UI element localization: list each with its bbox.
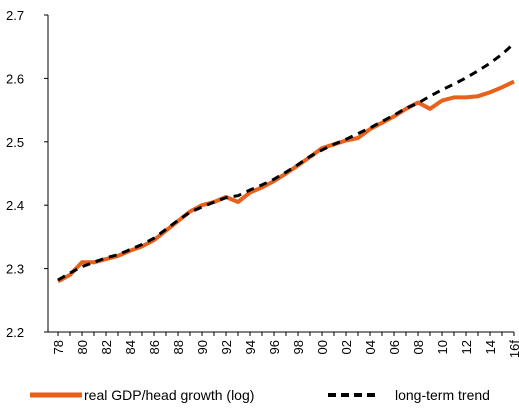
x-tick-label: 00 xyxy=(315,340,330,354)
x-tick-label: 96 xyxy=(267,340,282,354)
series-lines xyxy=(57,42,516,284)
y-tick-label: 2.4 xyxy=(6,198,24,213)
x-tick-label: 08 xyxy=(411,340,426,354)
x-axis-ticks: 78 80 82 84 86 88 90 92 94 96 98 00 02 04 06 08 10 12 14 16… xyxy=(51,332,519,358)
legend-label-trend: long-term trend xyxy=(395,387,490,403)
y-tick-label: 2.7 xyxy=(6,8,24,23)
axes xyxy=(47,15,514,333)
x-tick-label: 02 xyxy=(339,340,354,354)
y-tick-label: 2.2 xyxy=(6,325,24,340)
x-tick-label: 10 xyxy=(435,340,450,354)
x-tick-label: 84 xyxy=(123,340,138,354)
x-tick-label: 90 xyxy=(195,340,210,354)
x-tick-label: 92 xyxy=(219,340,234,354)
y-tick-label: 2.5 xyxy=(6,135,24,150)
x-tick-label: 88 xyxy=(171,340,186,354)
y-tick-label: 2.3 xyxy=(6,262,24,277)
x-tick-label: 80 xyxy=(75,340,90,354)
x-tick-label: 78 xyxy=(51,340,66,354)
x-tick-label: 94 xyxy=(243,340,258,354)
x-tick-label: 16f xyxy=(507,340,519,358)
x-tick-label: 98 xyxy=(291,340,306,354)
trend-line xyxy=(57,42,516,282)
x-tick-label: 14 xyxy=(483,340,498,354)
y-tick-label: 2.6 xyxy=(6,71,24,86)
x-tick-label: 12 xyxy=(459,340,474,354)
x-tick-label: 06 xyxy=(387,340,402,354)
legend: real GDP/head growth (log) long-term tren… xyxy=(30,387,490,403)
x-tick-label: 86 xyxy=(147,340,162,354)
y-axis-ticks: 2.2 2.3 2.4 2.5 2.6 2.7 xyxy=(6,8,48,340)
x-tick-label: 04 xyxy=(363,340,378,354)
legend-label-gdp: real GDP/head growth (log) xyxy=(84,387,254,403)
x-tick-label: 82 xyxy=(99,340,114,354)
